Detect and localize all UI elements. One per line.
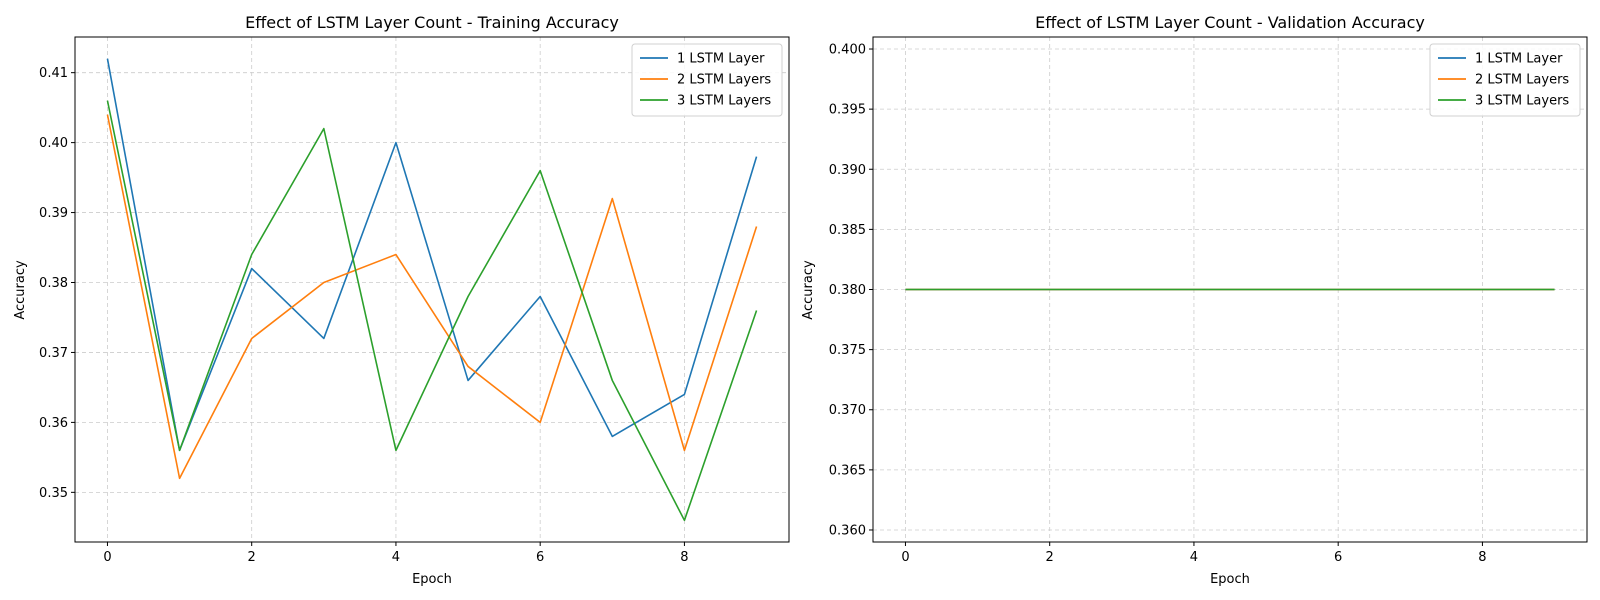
x-tick-label: 0: [901, 550, 909, 565]
y-tick-label: 0.35: [39, 486, 68, 501]
validation-chart-title: Effect of LSTM Layer Count - Validation …: [1035, 13, 1425, 32]
y-tick-label: 0.375: [829, 343, 866, 358]
y-tick-label: 0.41: [39, 66, 68, 81]
y-tick-label: 0.37: [39, 346, 68, 361]
legend-label: 1 LSTM Layer: [1475, 52, 1563, 67]
legend-box: [1429, 43, 1581, 117]
x-tick-label: 2: [248, 550, 256, 565]
series-line: [106, 100, 758, 522]
training-accuracy-panel: Effect of LSTM Layer Count - Training Ac…: [13, 13, 790, 587]
series-line: [106, 58, 758, 452]
training-y-axis-label: Accuracy: [13, 260, 28, 320]
validation-y-axis-label: Accuracy: [801, 260, 816, 320]
legend: 1 LSTM Layer 2 LSTM Layers 3 LSTM Layers: [631, 43, 783, 117]
series-line: [106, 114, 758, 480]
training-chart-title: Effect of LSTM Layer Count - Training Ac…: [245, 13, 619, 32]
validation-plot-area: 0 2 4 6 8 0.360 0.365 0.370 0.375 0.380 0.385 0.390…: [829, 36, 1588, 565]
legend-label: 2 LSTM Layers: [1475, 73, 1569, 88]
x-tick-label: 4: [1190, 550, 1198, 565]
training-plot-area: 0 2 4 6 8 0.35 0.36 0.37 0.38 0.39 0.40 0.41 1 LSTM …: [39, 36, 790, 565]
y-tick-label: 0.400: [829, 43, 866, 58]
x-tick-label: 4: [392, 550, 400, 565]
x-tick-label: 8: [680, 550, 688, 565]
x-tick-label: 8: [1478, 550, 1486, 565]
legend-box: [631, 43, 783, 117]
y-tick-label: 0.39: [39, 206, 68, 221]
y-tick-label: 0.38: [39, 276, 68, 291]
validation-x-axis-label: Epoch: [1210, 572, 1250, 587]
y-tick-label: 0.360: [829, 523, 866, 538]
plot-frame: [872, 36, 1588, 543]
y-tick-label: 0.365: [829, 463, 866, 478]
x-tick-label: 2: [1046, 550, 1054, 565]
y-tick-label: 0.36: [39, 416, 68, 431]
y-tick-label: 0.40: [39, 136, 68, 151]
legend: 1 LSTM Layer 2 LSTM Layers 3 LSTM Layers: [1429, 43, 1581, 117]
x-tick-label: 0: [103, 550, 111, 565]
y-tick-label: 0.390: [829, 163, 866, 178]
y-tick-label: 0.380: [829, 283, 866, 298]
x-tick-label: 6: [1334, 550, 1342, 565]
legend-label: 3 LSTM Layers: [1475, 94, 1569, 109]
y-tick-label: 0.385: [829, 223, 866, 238]
validation-accuracy-panel: Effect of LSTM Layer Count - Validation …: [801, 13, 1588, 587]
y-tick-label: 0.395: [829, 103, 866, 118]
legend-label: 2 LSTM Layers: [677, 73, 771, 88]
training-x-axis-label: Epoch: [412, 572, 452, 587]
y-tick-label: 0.370: [829, 403, 866, 418]
legend-label: 3 LSTM Layers: [677, 94, 771, 109]
legend-label: 1 LSTM Layer: [677, 52, 765, 67]
plot-frame: [74, 36, 790, 543]
x-tick-label: 6: [536, 550, 544, 565]
